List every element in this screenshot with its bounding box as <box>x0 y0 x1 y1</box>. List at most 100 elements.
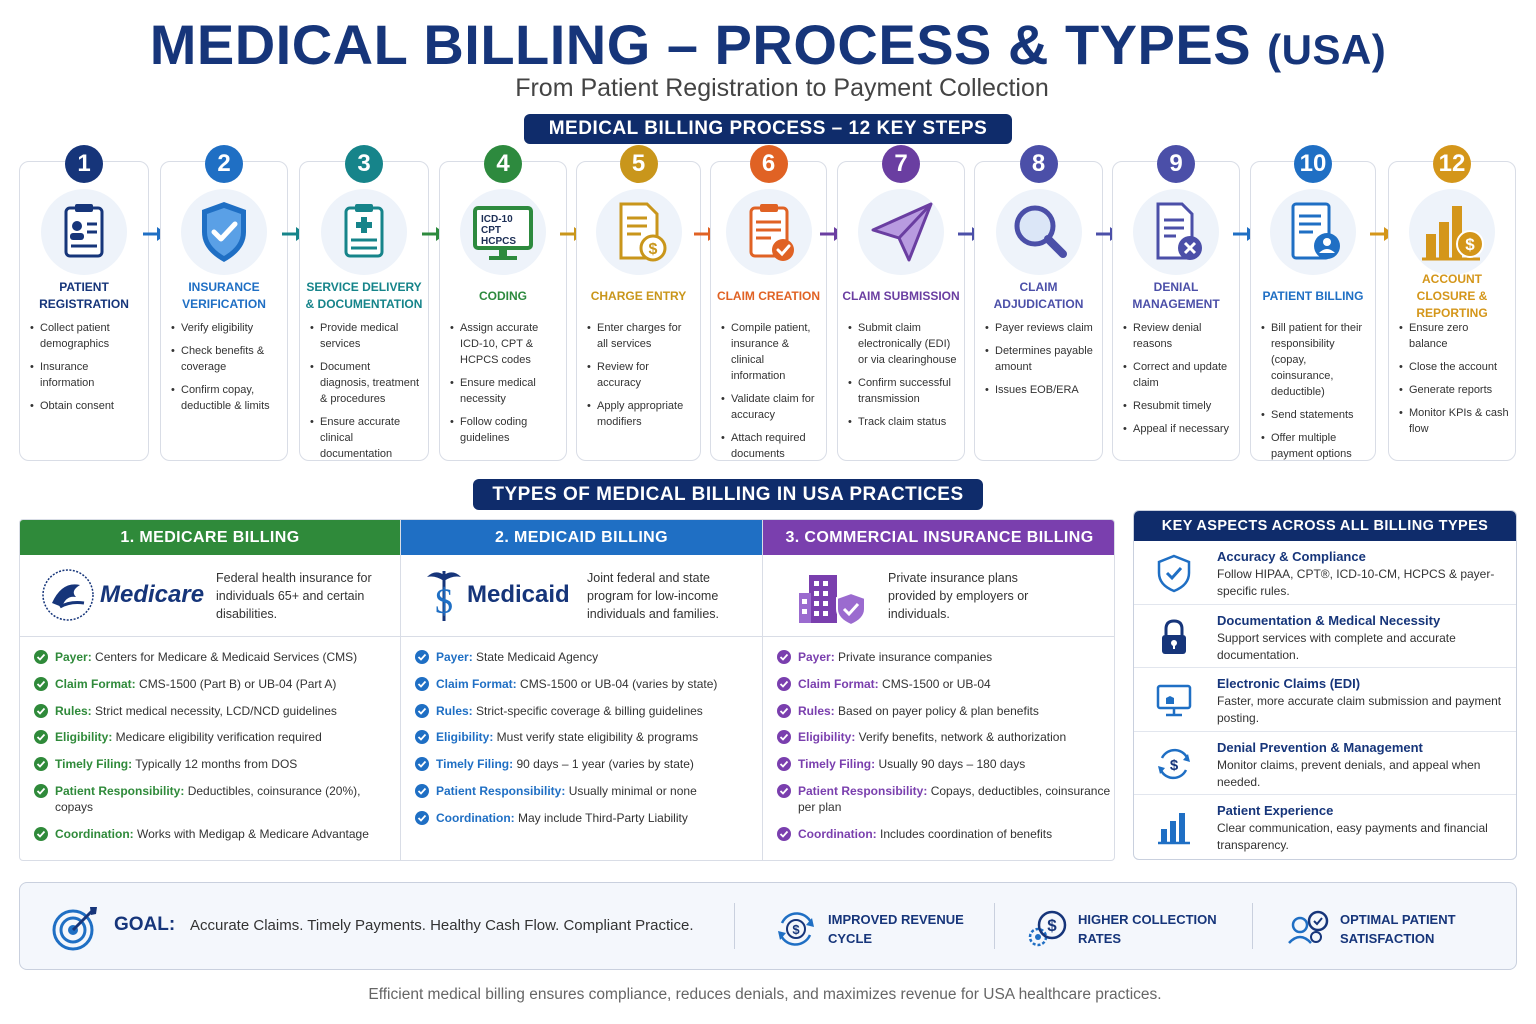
check-circle-icon <box>34 650 48 664</box>
step-number: 9 <box>1157 145 1195 183</box>
detail-key: Claim Format: <box>798 676 879 691</box>
step-bullet: Correct and update claim <box>1123 359 1233 391</box>
detail-key: Patient Responsibility: <box>798 783 928 798</box>
step-bullet: Provide medical services <box>310 320 422 352</box>
step-bullet: Close the account <box>1399 359 1509 375</box>
detail-key: Timely Filing: <box>798 757 876 772</box>
footer-note: Efficient medical billing ensures compli… <box>368 986 1162 1003</box>
detail-row: Rules: Strict medical necessity, LCD/NCD… <box>34 703 400 719</box>
step-card-4: 4 ICD-10 CPT HCPCS CODING Assign accurate … <box>439 145 567 461</box>
check-circle-icon <box>415 676 429 691</box>
step-number: 10 <box>1294 145 1332 183</box>
detail-row: Coordination: May include Third-Party Li… <box>415 810 762 826</box>
detail-row: Patient Responsibility: Deductibles, coi… <box>34 783 400 815</box>
detail-row: Claim Format: CMS-1500 (Part B) or UB-04… <box>34 676 400 692</box>
detail-key: Eligibility: <box>436 730 494 745</box>
detail-row: Payer: Centers for Medicare & Medicaid S… <box>34 649 400 665</box>
detail-row: Timely Filing: Typically 12 months from … <box>34 756 400 772</box>
lock-icon <box>1154 617 1194 657</box>
detail-key: Rules: <box>55 703 92 718</box>
step-bullets: Provide medical services Document diagnos… <box>310 320 422 469</box>
step-bullets: Enter charges for all services Review for… <box>587 320 694 437</box>
key-aspect-item: Accuracy & Compliance Follow HIPAA, CPT®,… <box>1134 541 1516 605</box>
step-bullet: Document diagnosis, treatment & procedur… <box>310 359 422 407</box>
key-aspect-desc: Support services with complete and accur… <box>1217 630 1456 662</box>
key-aspect-title: Patient Experience <box>1217 803 1334 818</box>
detail-key: Patient Responsibility: <box>436 783 566 798</box>
check-circle-icon <box>777 783 791 798</box>
svg-text:ICD-10: ICD-10 <box>481 214 513 225</box>
step-bullet: Check benefits & coverage <box>171 343 281 375</box>
detail-row: Timely Filing: 90 days – 1 year (varies … <box>415 756 762 772</box>
check-circle-icon <box>415 810 429 825</box>
svg-text:$: $ <box>1465 235 1475 254</box>
step-card-9: 9 DENIAL MANAGEMENT Review denial reasons… <box>1112 145 1240 461</box>
computer-icon <box>1154 680 1194 720</box>
detail-value: Centers for Medicare & Medicaid Services… <box>91 650 358 664</box>
detail-row: Rules: Based on payer policy & plan bene… <box>777 703 1114 719</box>
step-bullets: Compile patient, insurance & clinical in… <box>721 320 820 469</box>
step-label: PATIENT BILLING <box>1262 288 1364 303</box>
goal-benefit-text: OPTIMAL PATIENT SATISFACTION <box>1340 912 1456 946</box>
step-bullet: Confirm copay, deductible & limits <box>171 382 281 414</box>
detail-key: Timely Filing: <box>55 757 133 772</box>
key-aspects-panel: KEY ASPECTS ACROSS ALL BILLING TYPES Acc… <box>1133 510 1517 860</box>
detail-row: Coordination: Works with Medigap & Medic… <box>34 826 400 842</box>
detail-row: Eligibility: Medicare eligibility verifi… <box>34 729 400 745</box>
detail-row: Payer: State Medicaid Agency <box>415 649 762 665</box>
shield-check-icon <box>180 188 268 276</box>
types-banner: TYPES OF MEDICAL BILLING IN USA PRACTICE… <box>473 479 983 510</box>
check-circle-icon <box>415 783 429 798</box>
step-number: 5 <box>619 145 658 183</box>
target-icon <box>52 907 97 951</box>
step-label: CLAIM CREATION <box>716 288 821 303</box>
detail-key: Claim Format: <box>55 676 136 691</box>
step-bullet: Review denial reasons <box>1123 320 1233 352</box>
step-label: CODING <box>479 288 527 303</box>
check-circle-icon <box>34 757 48 772</box>
step-bullet: Submit claim electronically (EDI) or via… <box>848 320 958 368</box>
invoice-dollar-icon: $ <box>595 188 683 276</box>
detail-row: Claim Format: CMS-1500 or UB-04 <box>777 676 1114 692</box>
step-bullets: Ensure zero balance Close the account Gene… <box>1399 320 1509 444</box>
detail-row: Claim Format: CMS-1500 or UB-04 (varies … <box>415 676 762 692</box>
detail-key: Coordination: <box>798 826 877 841</box>
step-bullet: Review for accuracy <box>587 359 694 391</box>
billing-type-description: Federal health insurance for individuals… <box>216 571 372 621</box>
divider <box>994 903 995 949</box>
key-aspect-desc: Clear communication, easy payments and f… <box>1217 821 1488 852</box>
step-bullet: Appeal if necessary <box>1123 421 1233 437</box>
detail-value: Private insurance companies <box>834 650 993 664</box>
collection-gears-icon: $ <box>1024 907 1068 951</box>
goal-text: Accurate Claims. Timely Payments. Health… <box>190 917 694 934</box>
detail-value: Includes coordination of benefits <box>876 826 1053 841</box>
key-aspect-title: Documentation & Medical Necessity <box>1217 612 1441 628</box>
svg-text:CPT: CPT <box>481 225 501 236</box>
clipboard-user-icon <box>40 188 128 276</box>
detail-value: State Medicaid Agency <box>472 650 599 664</box>
bar-chart-dollar-icon: $ <box>1408 188 1496 276</box>
check-circle-icon <box>34 730 48 745</box>
step-bullet: Send statements <box>1261 407 1369 423</box>
step-label: CLAIM SUBMISSION <box>842 288 960 303</box>
detail-key: Rules: <box>436 703 473 718</box>
detail-key: Claim Format: <box>436 676 517 691</box>
step-number: 8 <box>1019 145 1058 183</box>
detail-key: Payer: <box>55 650 92 664</box>
billing-type-title: 3. COMMERCIAL INSURANCE BILLING <box>763 520 1114 555</box>
detail-value: Must verify state eligibility & programs <box>493 730 699 745</box>
shield-check-icon <box>1154 553 1194 593</box>
key-aspects-title: KEY ASPECTS ACROSS ALL BILLING TYPES <box>1134 511 1516 541</box>
goal-label: GOAL: <box>114 914 176 935</box>
detail-key: Payer: <box>436 650 473 664</box>
step-card-7: 7 CLAIM SUBMISSION Submit claim electroni… <box>837 145 965 461</box>
svg-text:HCPCS: HCPCS <box>481 236 516 247</box>
step-bullet: Ensure zero balance <box>1399 320 1509 352</box>
key-aspect-desc: Monitor claims, prevent denials, and app… <box>1217 757 1481 789</box>
step-bullet: Validate claim for accuracy <box>721 391 820 423</box>
step-label: DENIAL MANAGEMENT <box>1132 280 1220 311</box>
key-aspect-item: Documentation & Medical Necessity Support… <box>1134 605 1516 668</box>
detail-value: Works with Medigap & Medicare Advantage <box>133 826 369 841</box>
step-bullet: Determines payable amount <box>985 343 1096 375</box>
step-label: INSURANCE VERIFICATION <box>182 280 266 311</box>
